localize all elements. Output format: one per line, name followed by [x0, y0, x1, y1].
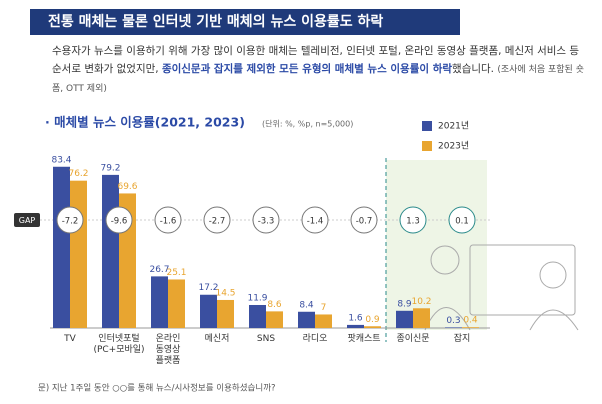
- x-tick-label: SNS: [256, 334, 276, 344]
- bar: [151, 276, 168, 328]
- bar: [364, 326, 381, 328]
- bar: [168, 279, 185, 328]
- x-tick-label: TV: [64, 334, 76, 344]
- value-label: 26.7: [149, 265, 169, 275]
- value-label: 79.2: [100, 163, 120, 173]
- bar: [413, 308, 430, 328]
- bar: [462, 327, 479, 328]
- value-label: 8.6: [267, 300, 282, 310]
- gap-value: -0.7: [356, 217, 373, 227]
- x-tick-label: 메신저: [204, 334, 230, 344]
- gap-value: 0.1: [455, 217, 469, 227]
- value-label: 69.6: [117, 182, 137, 192]
- x-tick-label: 온라인 동영상 플랫폼: [155, 334, 181, 366]
- value-label: 0.4: [463, 316, 478, 326]
- gap-value: -1.4: [307, 217, 324, 227]
- value-label: 8.9: [397, 299, 412, 309]
- bar: [249, 304, 266, 328]
- value-label: 83.4: [51, 155, 71, 165]
- gap-value: 1.3: [406, 217, 420, 227]
- x-tick-label: 팟캐스트: [347, 334, 381, 344]
- gap-value: -9.6: [111, 217, 128, 227]
- gap-circle: [350, 206, 378, 234]
- x-tick-label: 잡지: [453, 334, 471, 344]
- unit-note: (단위: %, %p, n=5,000): [262, 119, 353, 129]
- intro-highlight: 종이신문과 잡지를 제외한 모든 유형의 매체별 뉴스 이용률이 하락: [161, 63, 453, 75]
- value-label: 11.9: [247, 293, 267, 303]
- gap-circle: [252, 206, 280, 234]
- bar: [70, 180, 87, 328]
- gap-value: -3.3: [258, 217, 275, 227]
- intro-text: 수용자가 뉴스를 이용하기 위해 가장 많이 이용한 매체는 텔레비전, 인터넷…: [52, 45, 580, 75]
- value-label: 14.5: [215, 288, 235, 298]
- bar: [102, 174, 119, 328]
- value-label: 17.2: [198, 283, 218, 293]
- value-label: 0.9: [365, 315, 380, 325]
- gap-circle: [448, 206, 476, 234]
- value-label: 1.6: [348, 313, 363, 323]
- illustration: [424, 244, 579, 331]
- chart-subtitle: · 매체별 뉴스 이용률(2021, 2023): [45, 115, 245, 130]
- gap-label: GAP: [19, 216, 36, 225]
- title-banner: [30, 9, 460, 35]
- intro: 수용자가 뉴스를 이용하기 위해 가장 많이 이용한 매체는 텔레비전, 인터넷…: [52, 42, 592, 98]
- value-label: 76.2: [68, 169, 88, 179]
- bar: [445, 327, 462, 328]
- gap-circle: [203, 206, 231, 234]
- gap-circle: [399, 206, 427, 234]
- x-tick-label: 인터넷포털 (PC+모바일): [93, 334, 145, 355]
- bar: [315, 314, 332, 328]
- gap-value: -2.7: [209, 217, 226, 227]
- bar: [266, 311, 283, 328]
- intro-note: (조사에 처음 포함된 숏폼, OTT 제외): [52, 65, 584, 94]
- value-label: 7: [321, 303, 327, 313]
- gap-badge: [14, 213, 40, 227]
- bar: [200, 294, 217, 328]
- legend-label: 2021년: [438, 121, 469, 132]
- value-label: 10.2: [411, 297, 431, 307]
- legend-swatch: [422, 141, 432, 151]
- gap-circle: [105, 206, 133, 234]
- gap-value: -7.2: [62, 217, 79, 227]
- bar: [347, 324, 364, 328]
- x-tick-label: 종이신문: [396, 334, 430, 344]
- x-tick-label: 라디오: [302, 334, 328, 344]
- gap-circle: [154, 206, 182, 234]
- value-label: 0.3: [446, 316, 460, 326]
- intro-text: 했습니다.: [452, 63, 495, 75]
- value-label: 8.4: [299, 300, 314, 310]
- value-label: 25.1: [166, 268, 186, 278]
- gap-value: -1.6: [160, 217, 177, 227]
- legend-label: 2023년: [438, 141, 469, 152]
- bar: [298, 311, 315, 328]
- chart-title: 전통 매체는 물론 인터넷 기반 매체의 뉴스 이용률도 하락: [48, 13, 383, 30]
- bar: [53, 166, 70, 328]
- gap-circle: [301, 206, 329, 234]
- bar: [396, 310, 413, 328]
- bar: [217, 299, 234, 328]
- footnote: 문) 지난 1주일 동안 ○○를 통해 뉴스/시사정보를 이용하셨습니까?: [38, 383, 276, 394]
- legend-swatch: [422, 121, 432, 131]
- gap-circle: [56, 206, 84, 234]
